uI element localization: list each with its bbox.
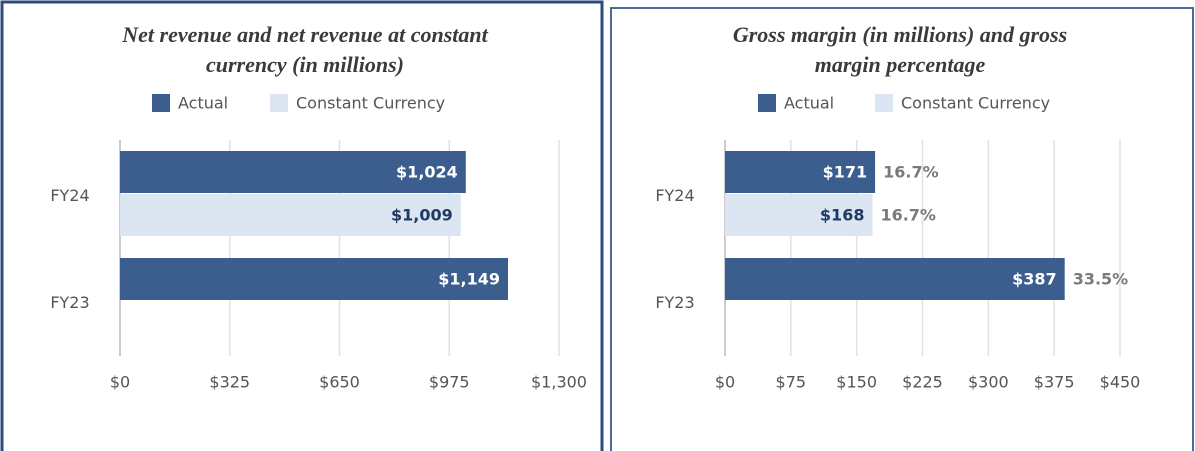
percentage-label: 33.5% bbox=[1073, 270, 1129, 289]
panel-border bbox=[0, 0, 604, 451]
legend-swatch bbox=[270, 94, 288, 112]
category-label: FY23 bbox=[50, 293, 89, 312]
legend-label: Constant Currency bbox=[296, 94, 445, 113]
chart-title: Gross margin (in millions) and gross mar… bbox=[732, 22, 1068, 77]
bar bbox=[120, 258, 509, 300]
x-tick-label: $650 bbox=[319, 373, 360, 392]
x-tick-label: $300 bbox=[968, 373, 1009, 392]
percentage-label: 16.7% bbox=[883, 163, 939, 182]
x-tick-label: $0 bbox=[110, 373, 130, 392]
legend-swatch bbox=[152, 94, 170, 112]
legend-label: Actual bbox=[784, 94, 834, 113]
category-label: FY23 bbox=[655, 293, 694, 312]
legend-swatch bbox=[875, 94, 893, 112]
bar bbox=[120, 194, 461, 236]
value-label: $1,024 bbox=[396, 163, 458, 182]
category-label: FY24 bbox=[655, 186, 694, 205]
chart-title: Net revenue and net revenue at constant … bbox=[122, 22, 488, 77]
value-label: $1,149 bbox=[438, 270, 500, 289]
bar bbox=[725, 151, 876, 193]
x-tick-label: $975 bbox=[429, 373, 470, 392]
percentage-label: 16.7% bbox=[880, 206, 936, 225]
x-tick-label: $75 bbox=[776, 373, 807, 392]
bar bbox=[120, 151, 466, 193]
value-label: $171 bbox=[823, 163, 868, 182]
x-tick-label: $450 bbox=[1100, 373, 1141, 392]
value-label: $1,009 bbox=[391, 206, 453, 225]
x-tick-label: $0 bbox=[715, 373, 735, 392]
legend-label: Actual bbox=[178, 94, 228, 113]
panel-border bbox=[610, 7, 1194, 451]
bar bbox=[725, 258, 1065, 300]
x-tick-label: $225 bbox=[902, 373, 943, 392]
category-label: FY24 bbox=[50, 186, 89, 205]
value-label: $387 bbox=[1012, 270, 1057, 289]
x-tick-label: $1,300 bbox=[531, 373, 587, 392]
x-tick-label: $325 bbox=[209, 373, 250, 392]
legend-swatch bbox=[758, 94, 776, 112]
x-tick-label: $150 bbox=[836, 373, 877, 392]
x-tick-label: $375 bbox=[1034, 373, 1075, 392]
legend-label: Constant Currency bbox=[901, 94, 1050, 113]
bar bbox=[725, 194, 873, 236]
value-label: $168 bbox=[820, 206, 865, 225]
